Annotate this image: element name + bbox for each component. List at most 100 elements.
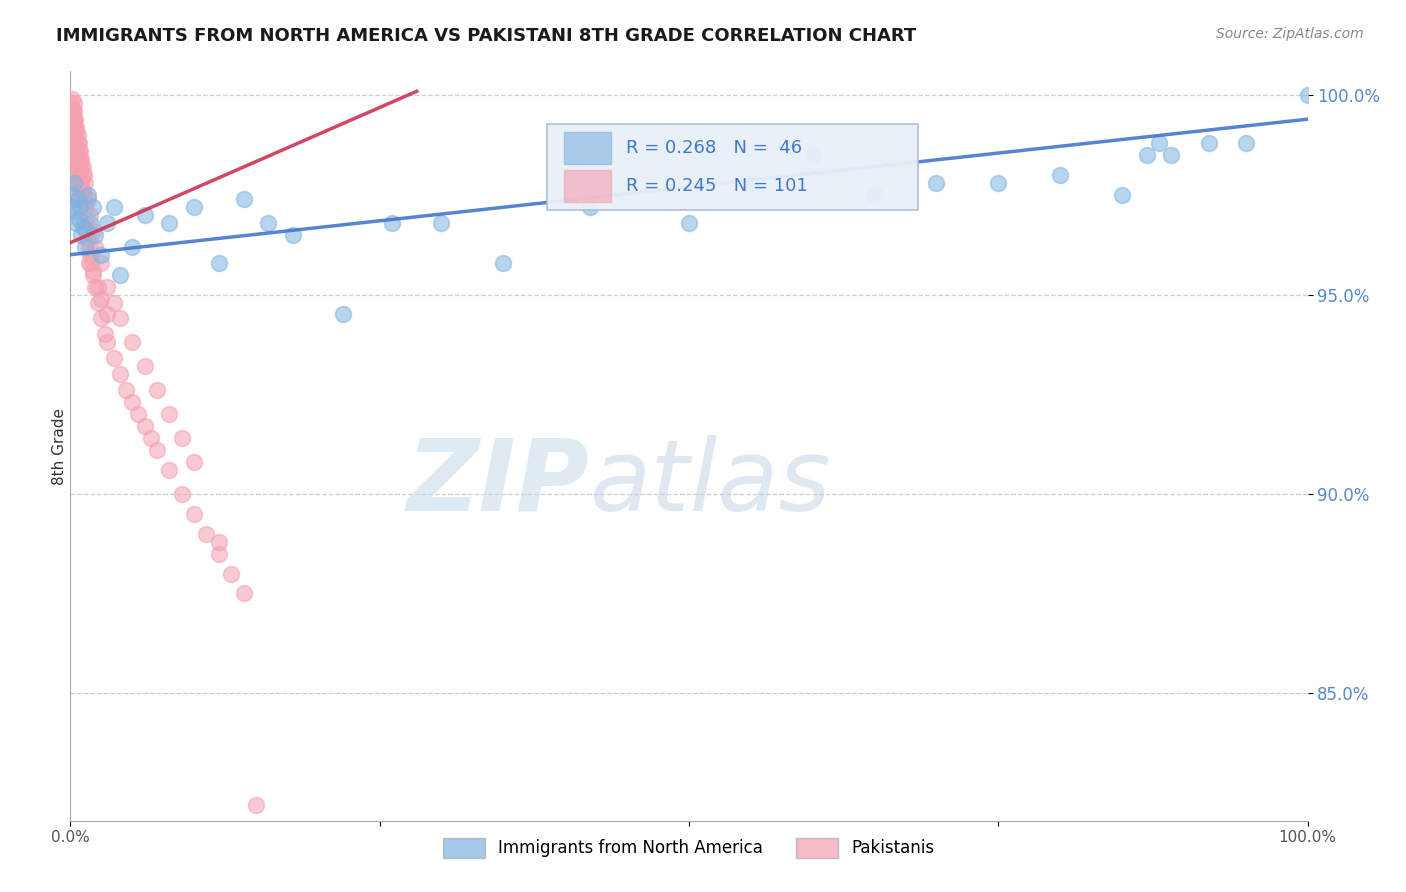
Point <box>121 240 143 254</box>
Point <box>103 351 125 366</box>
Point <box>170 431 193 445</box>
Point <box>60 136 83 150</box>
Point <box>108 311 131 326</box>
Point <box>60 120 83 135</box>
Point <box>62 112 84 127</box>
Point <box>381 216 404 230</box>
Point <box>90 311 112 326</box>
Point <box>96 216 118 230</box>
Point <box>79 208 101 222</box>
Point <box>59 96 82 111</box>
Point <box>65 176 87 190</box>
Point <box>987 176 1010 190</box>
Point <box>82 268 104 282</box>
Point <box>1049 168 1071 182</box>
Point <box>108 368 131 382</box>
Point <box>63 112 86 127</box>
Point <box>86 279 108 293</box>
Point <box>82 200 104 214</box>
Point <box>70 160 93 174</box>
Point <box>332 308 354 322</box>
Point <box>183 455 205 469</box>
Point <box>65 120 87 135</box>
Point <box>86 295 108 310</box>
Point <box>208 534 231 549</box>
Point <box>63 176 86 190</box>
Point <box>63 156 86 170</box>
Point <box>76 232 98 246</box>
Point <box>139 431 162 445</box>
Point <box>65 203 87 218</box>
Bar <box>547 124 918 210</box>
Text: ZIP: ZIP <box>406 435 591 532</box>
Point <box>134 419 156 434</box>
Point <box>60 104 83 119</box>
Point <box>69 200 91 214</box>
Point <box>75 200 97 214</box>
Point <box>219 566 242 581</box>
Text: IMMIGRANTS FROM NORTH AMERICA VS PAKISTANI 8TH GRADE CORRELATION CHART: IMMIGRANTS FROM NORTH AMERICA VS PAKISTA… <box>56 27 917 45</box>
Point <box>67 211 90 226</box>
Point <box>96 308 118 322</box>
Point <box>63 104 86 119</box>
Point <box>62 200 84 214</box>
Point <box>76 192 98 206</box>
Point <box>232 586 254 600</box>
Point <box>1234 136 1257 150</box>
Point <box>90 248 112 262</box>
Point <box>62 116 84 130</box>
Point <box>69 152 91 166</box>
Point <box>62 120 84 135</box>
Point <box>67 160 90 174</box>
Point <box>65 144 87 158</box>
Point <box>79 248 101 262</box>
Point <box>72 219 94 234</box>
Point <box>1198 136 1220 150</box>
Text: atlas: atlas <box>591 435 831 532</box>
Point <box>69 144 91 158</box>
Point <box>67 144 90 158</box>
Point <box>70 227 93 242</box>
Point <box>62 148 84 162</box>
Point <box>1147 136 1170 150</box>
Point <box>84 240 107 254</box>
Point <box>82 263 104 277</box>
Point <box>257 216 280 230</box>
Point <box>63 140 86 154</box>
Point <box>157 407 180 421</box>
Point <box>1160 148 1182 162</box>
Point <box>430 216 453 230</box>
Point <box>281 227 304 242</box>
Point <box>75 224 97 238</box>
Text: R = 0.245   N = 101: R = 0.245 N = 101 <box>626 177 807 194</box>
Point <box>62 104 84 119</box>
Point <box>63 96 86 111</box>
Point <box>75 240 97 254</box>
Point <box>69 168 91 182</box>
Point <box>1136 148 1159 162</box>
Point <box>157 216 180 230</box>
Point <box>678 216 700 230</box>
Point <box>115 383 138 397</box>
Point <box>69 184 91 198</box>
Point <box>66 152 89 166</box>
Point <box>63 124 86 138</box>
Point <box>60 188 83 202</box>
Point <box>208 255 231 269</box>
Point <box>146 442 169 457</box>
Point <box>134 208 156 222</box>
Text: Source: ZipAtlas.com: Source: ZipAtlas.com <box>1216 27 1364 41</box>
Point <box>62 132 84 146</box>
Point <box>73 192 96 206</box>
Point <box>70 152 93 166</box>
Point <box>72 160 94 174</box>
Point <box>146 383 169 397</box>
Point <box>60 92 83 106</box>
Point <box>183 200 205 214</box>
Point <box>90 292 112 306</box>
Bar <box>564 132 612 163</box>
Point <box>96 279 118 293</box>
Point <box>77 240 100 254</box>
Point <box>66 168 89 182</box>
Point <box>66 192 89 206</box>
